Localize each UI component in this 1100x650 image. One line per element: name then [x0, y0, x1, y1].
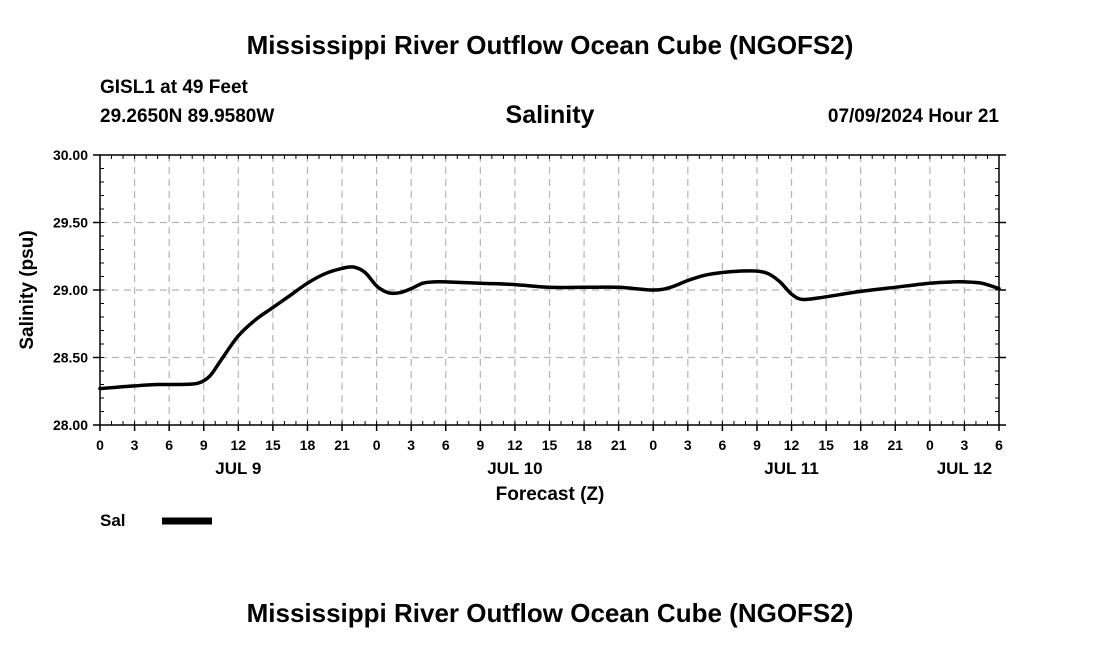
chart-title: Salinity [505, 101, 595, 129]
x-tick-label: 3 [131, 437, 139, 453]
x-tick-label: 15 [542, 437, 558, 453]
x-axis-label: Forecast (Z) [496, 484, 605, 505]
day-labels: JUL 9 JUL 10 JUL 11 JUL 12 [215, 459, 992, 478]
legend-label-sal: Sal [100, 511, 126, 530]
x-tick-label: 6 [442, 437, 450, 453]
x-tick-label: 21 [334, 437, 350, 453]
x-tick-label: 3 [407, 437, 415, 453]
day-label: JUL 9 [215, 459, 261, 478]
grid-lines [100, 155, 999, 425]
y-tick-label: 28.50 [53, 350, 88, 366]
forecast-datetime: 07/09/2024 Hour 21 [827, 106, 999, 127]
x-tick-label: 3 [684, 437, 692, 453]
y-tick-labels: 28.00 28.50 29.00 29.50 30.00 [53, 147, 88, 433]
x-tick-label: 18 [576, 437, 592, 453]
x-tick-label: 0 [96, 437, 104, 453]
y-tick-label: 29.50 [53, 215, 88, 231]
y-tick-label: 30.00 [53, 147, 88, 163]
x-tick-label: 0 [373, 437, 381, 453]
x-tick-label: 18 [300, 437, 316, 453]
day-label: JUL 10 [487, 459, 542, 478]
x-tick-label: 9 [200, 437, 208, 453]
x-tick-label: 6 [718, 437, 726, 453]
x-tick-label: 6 [995, 437, 1003, 453]
day-label: JUL 11 [764, 459, 819, 478]
footer-title: Mississippi River Outflow Ocean Cube (NG… [246, 598, 854, 628]
x-tick-label: 12 [784, 437, 800, 453]
station-label: GISL1 at 49 Feet [100, 77, 248, 98]
x-tick-label: 18 [853, 437, 869, 453]
y-axis-label: Salinity (psu) [17, 230, 38, 349]
x-tick-label: 21 [887, 437, 903, 453]
x-tick-label: 0 [926, 437, 934, 453]
x-tick-label: 12 [231, 437, 247, 453]
y-tick-label: 29.00 [53, 282, 88, 298]
x-tick-label: 15 [265, 437, 281, 453]
day-label: JUL 12 [937, 459, 992, 478]
series-line-sal [98, 265, 1001, 391]
x-tick-label: 21 [611, 437, 627, 453]
x-tick-label: 9 [753, 437, 761, 453]
x-tick-label: 9 [476, 437, 484, 453]
figure-title: Mississippi River Outflow Ocean Cube (NG… [246, 30, 854, 60]
x-tick-label: 6 [165, 437, 173, 453]
x-tick-label: 15 [818, 437, 834, 453]
x-tick-label: 3 [961, 437, 969, 453]
x-tick-labels: 0 3 6 9 12 15 18 21 0 3 6 9 12 15 18 21 0 3 6 9 12 15 18 21 0 3 6 [96, 437, 1003, 453]
station-coordinates: 29.2650N 89.9580W [100, 106, 275, 127]
x-tick-label: 0 [649, 437, 657, 453]
x-tick-label: 12 [507, 437, 523, 453]
y-tick-label: 28.00 [53, 417, 88, 433]
